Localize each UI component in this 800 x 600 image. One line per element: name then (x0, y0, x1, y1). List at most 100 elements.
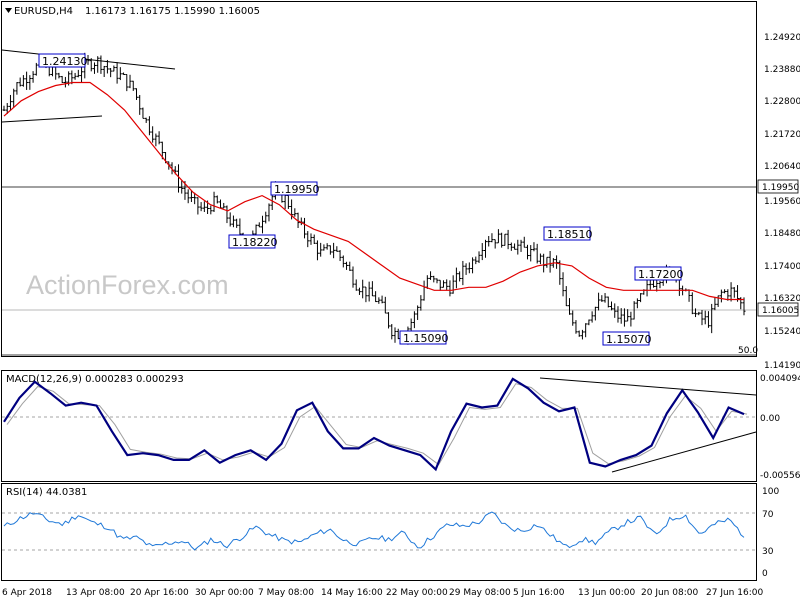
ohlc-bar (193, 192, 197, 205)
price-tick-label: 1.16320 (764, 294, 800, 304)
ohlc-bar (70, 70, 74, 85)
price-annotation-label: 1.18220 (232, 236, 278, 249)
ohlc-bar (215, 195, 219, 204)
ohlc-bar (600, 295, 604, 302)
ohlc-bar (122, 72, 126, 75)
ohlc-bar (128, 74, 132, 89)
rsi-tick-label: 0 (762, 569, 768, 579)
ohlc-bar (706, 311, 710, 328)
ohlc-bar (587, 319, 591, 326)
ohlc-bar (209, 205, 213, 215)
macd-signal-line (6, 383, 748, 466)
ohlc-bar (364, 286, 368, 303)
ohlc-bar (387, 312, 391, 329)
price-tick-label: 1.22800 (764, 97, 800, 107)
macd-tick-label: 0.004094 (760, 374, 800, 384)
ohlc-bar (370, 281, 374, 297)
ohlc-bar (319, 242, 323, 257)
price-tick-label: 1.21720 (764, 130, 800, 140)
ohlc-bar (441, 280, 445, 288)
ohlc-bar (694, 308, 698, 318)
ohlc-bar (5, 102, 9, 114)
ohlc-bar (590, 311, 594, 323)
ohlc-bar (154, 133, 158, 147)
ohlc-bar (89, 58, 93, 72)
ohlc-bar (632, 301, 636, 320)
ohlc-bar (231, 215, 235, 228)
x-tick-label: 13 Apr 08:00 (66, 588, 125, 598)
price-annotation: 1.18510 (543, 226, 593, 241)
rsi-tick-label: 30 (762, 547, 774, 557)
ohlc-bar (535, 243, 539, 264)
price-annotation-label: 1.17200 (638, 268, 684, 281)
ohlc-bar (613, 303, 617, 318)
ohlc-bar (131, 80, 135, 91)
ohlc-bar (529, 245, 533, 262)
ohlc-bar (448, 280, 452, 297)
ohlc-bar (458, 271, 462, 282)
ohlc-bar (474, 256, 478, 265)
ohlc-bar (225, 205, 229, 224)
ohlc-bar (622, 308, 626, 327)
ohlc-bar (189, 190, 193, 203)
ohlc-bar (580, 329, 584, 340)
ohlc-bar (635, 298, 639, 309)
ohlc-bar (480, 243, 484, 261)
macd-tick-label: 0.00 (760, 414, 780, 424)
ohlc-bar (577, 330, 581, 337)
ohlc-bar (558, 260, 562, 285)
price-annotation-label: 1.18510 (547, 228, 593, 241)
ohlc-bar (538, 253, 542, 265)
ohlc-bar (105, 59, 109, 74)
ohlc-bar (2, 105, 6, 111)
ohlc-bar (322, 244, 326, 251)
ohlc-bar (76, 69, 80, 78)
ohlc-bar (719, 289, 723, 303)
ohlc-bar (616, 306, 620, 323)
macd-tick-label: -0.005568 (760, 471, 800, 481)
ohlc-bar (31, 71, 35, 83)
ohlc-bar (361, 279, 365, 299)
chart-ohlc: 1.16173 1.16175 1.15990 1.16005 (85, 6, 260, 17)
price-annotation: 1.15090 (399, 330, 449, 345)
ohlc-bar (325, 243, 329, 250)
price-pane (1, 1, 757, 357)
ohlc-bar (367, 281, 371, 302)
price-annotation-label: 1.19950 (274, 183, 320, 196)
ohlc-bar (429, 271, 433, 280)
x-tick-label: 30 Apr 00:00 (195, 588, 254, 598)
ohlc-bar (186, 189, 190, 204)
ohlc-bar (742, 297, 746, 316)
price-annotation: 1.18220 (228, 234, 278, 249)
ohlc-bar (267, 203, 271, 222)
ohlc-bar (687, 289, 691, 302)
ohlc-bar (729, 282, 733, 302)
ohlc-bar (219, 199, 223, 209)
rsi-pane (1, 483, 757, 581)
ohlc-bar (109, 68, 113, 78)
ohlc-bar (338, 250, 342, 262)
ohlc-bar (138, 95, 142, 115)
ohlc-bar (723, 289, 727, 294)
x-tick-label: 22 May 00:00 (386, 588, 448, 598)
ohlc-bar (96, 56, 100, 73)
ohlc-bar (509, 242, 513, 251)
ohlc-bar (393, 327, 397, 343)
ohlc-bar (648, 280, 652, 290)
ohlc-bar (8, 94, 12, 111)
ohlc-bar (710, 303, 714, 334)
x-tick-label: 13 Jun 00:00 (578, 588, 635, 598)
ohlc-bar (645, 278, 649, 297)
ohlc-bar (328, 245, 332, 255)
price-tick-label: 1.19560 (764, 197, 800, 207)
ohlc-bar (506, 229, 510, 250)
ohlc-bar (593, 306, 597, 321)
ohlc-bar (471, 257, 475, 274)
ohlc-bar (493, 239, 497, 249)
triangle-down-icon[interactable] (5, 8, 12, 13)
ohlc-bar (115, 62, 119, 84)
ohlc-bar (157, 131, 161, 145)
ohlc-bar (57, 72, 61, 79)
ohlc-bar (690, 292, 694, 315)
moving-average-line (3, 81, 744, 301)
